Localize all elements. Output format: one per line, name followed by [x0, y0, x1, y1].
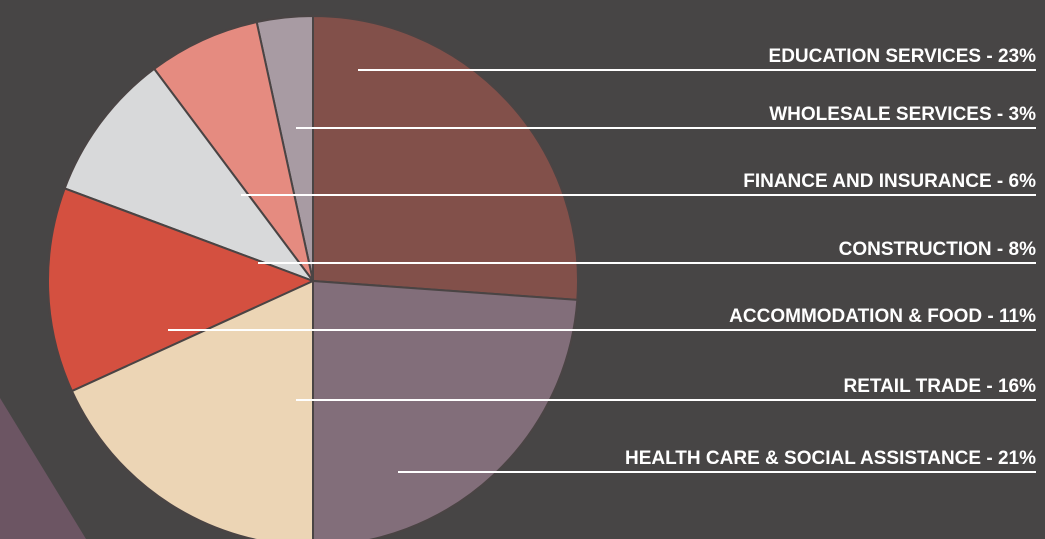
slice-label: HEALTH CARE & SOCIAL ASSISTANCE - 21% — [625, 448, 1036, 469]
decor-shape — [0, 398, 86, 539]
pie-slice — [312, 279, 579, 539]
slice-label: WHOLESALE SERVICES - 3% — [769, 104, 1036, 125]
pie-slice — [152, 20, 314, 282]
slice-label: RETAIL TRADE - 16% — [844, 376, 1037, 397]
pie-slice — [312, 14, 579, 301]
slice-label: FINANCE AND INSURANCE - 6% — [743, 171, 1036, 192]
pie — [47, 14, 579, 539]
pie-slice — [63, 67, 316, 284]
pie-slice — [70, 279, 314, 539]
slice-label: CONSTRUCTION - 8% — [839, 239, 1037, 260]
slice-label: EDUCATION SERVICES - 23% — [769, 46, 1037, 67]
pie-slice — [47, 187, 316, 393]
labels: EDUCATION SERVICES - 23% WHOLESALE SERVIC… — [168, 46, 1037, 473]
slice-label: ACCOMMODATION & FOOD - 11% — [729, 306, 1036, 327]
